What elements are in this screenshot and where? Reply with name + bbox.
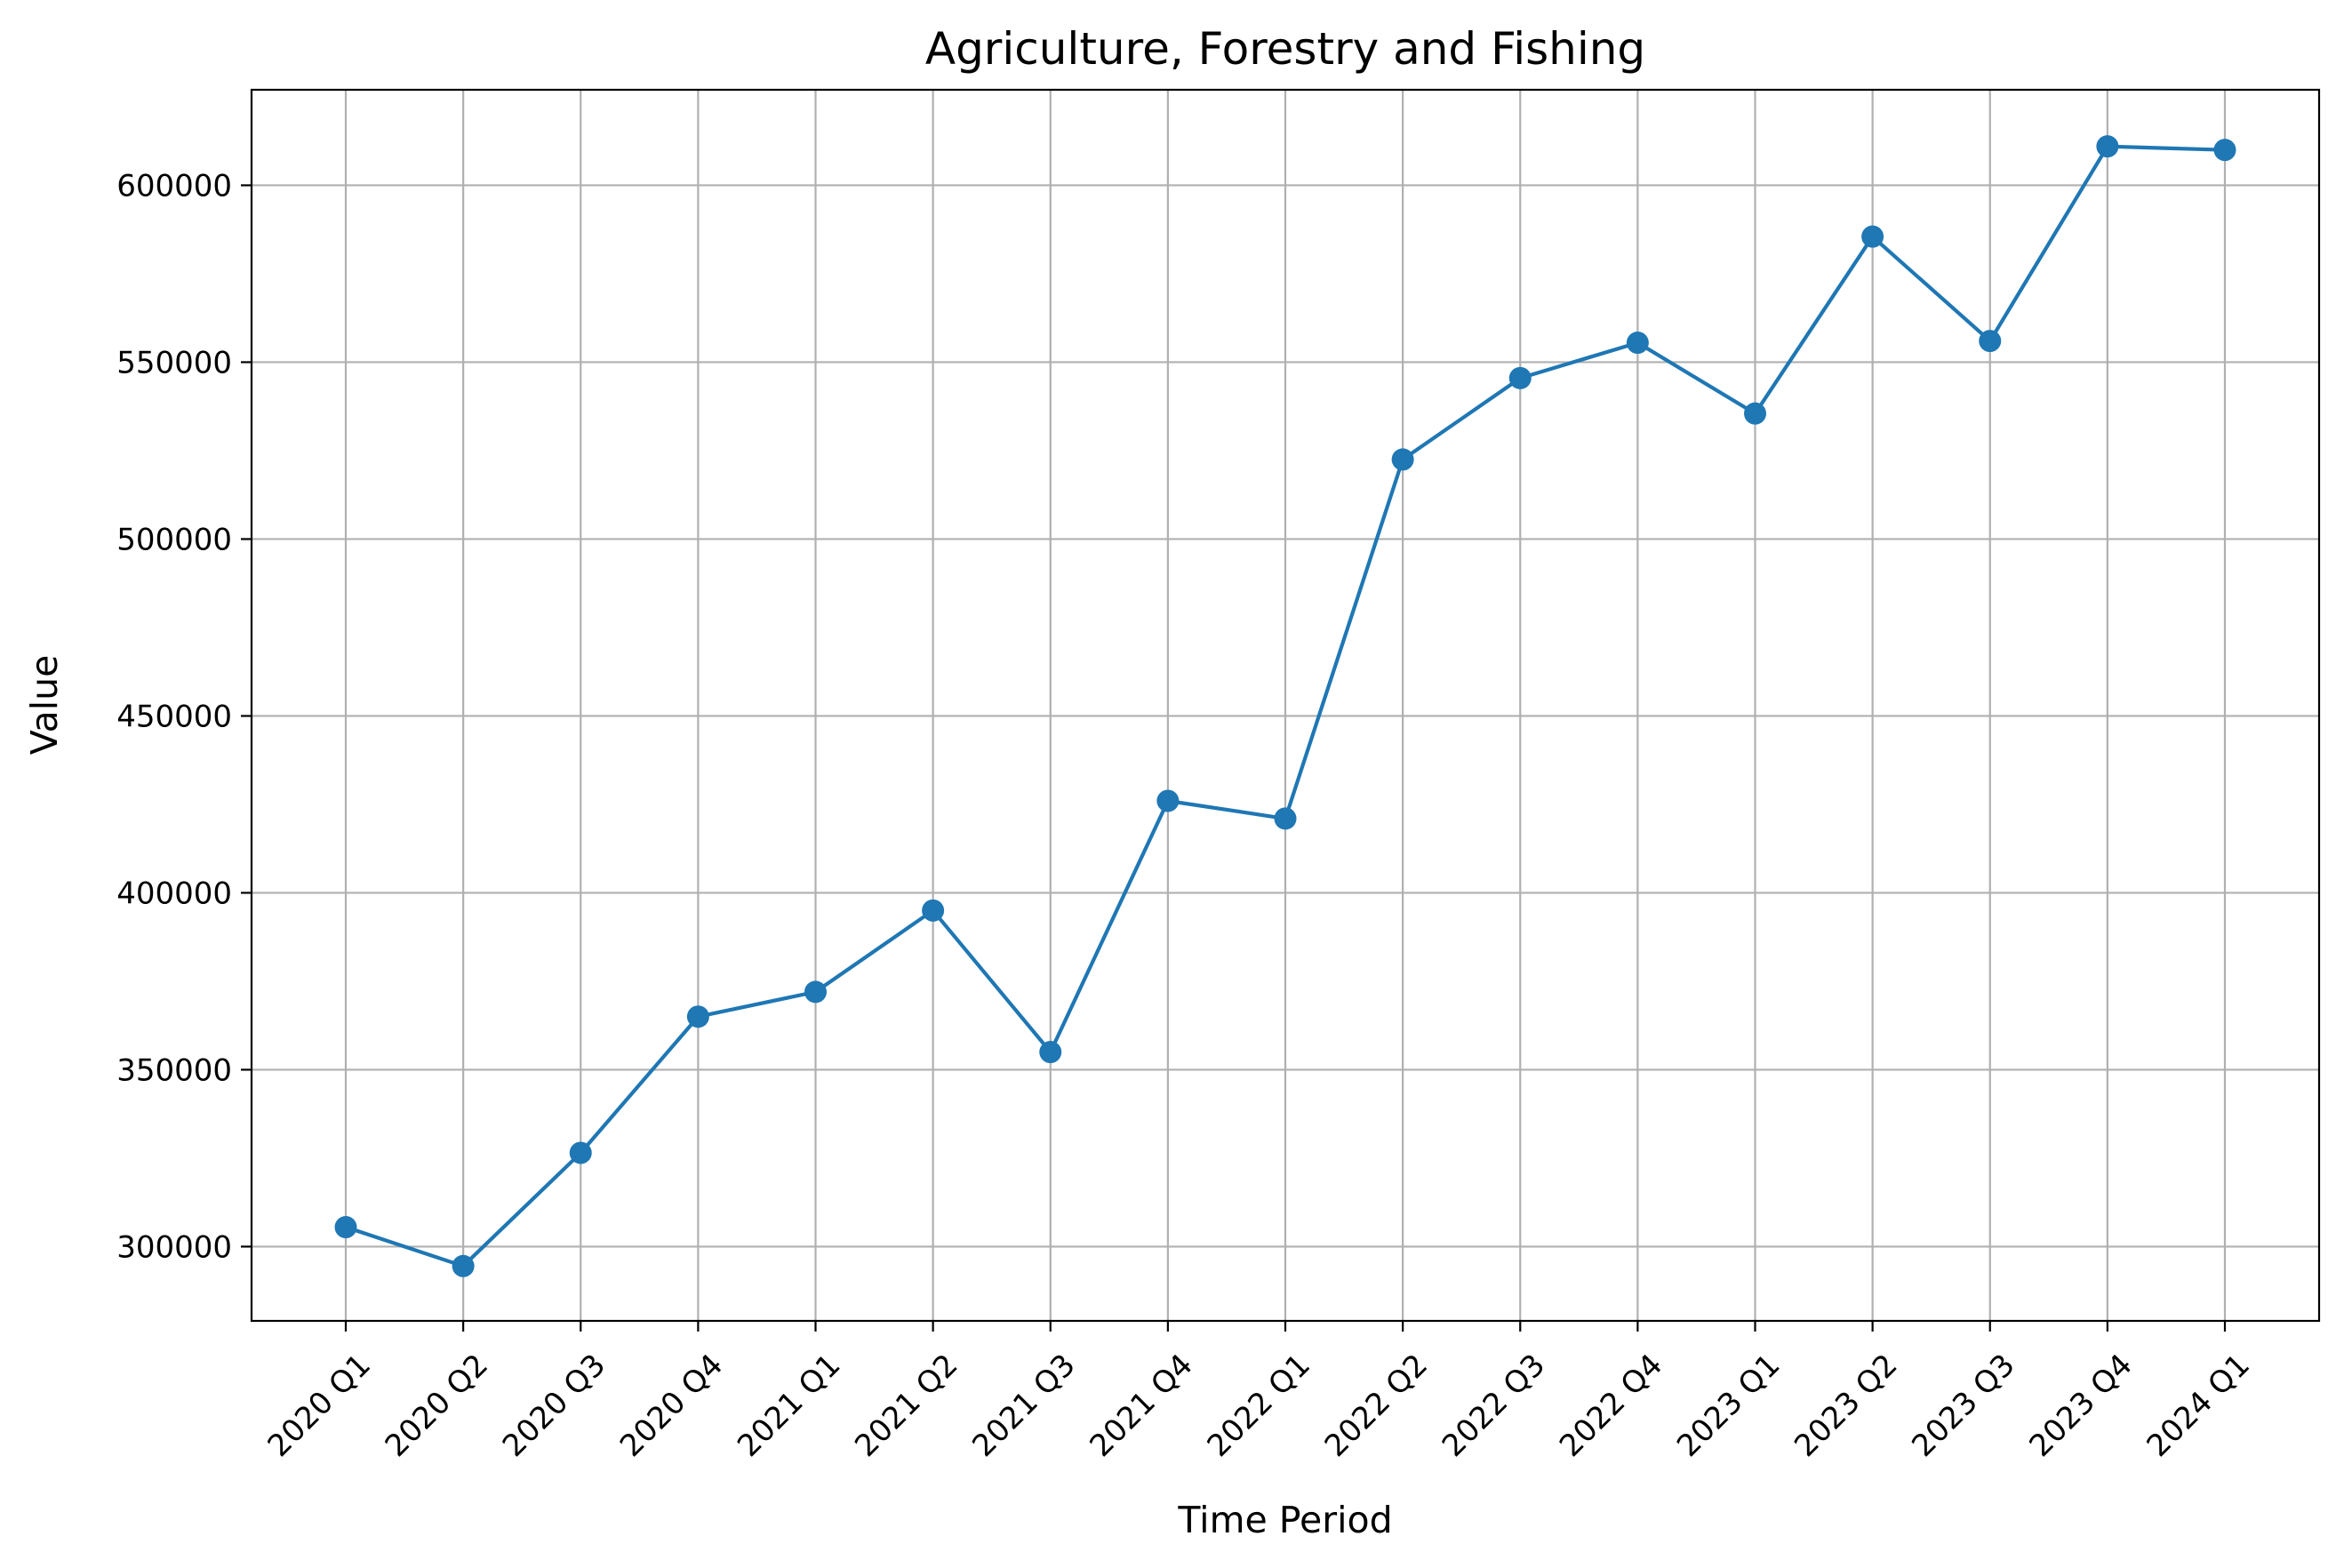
data-point xyxy=(452,1254,475,1277)
data-point xyxy=(1861,225,1884,248)
y-tick-label: 400000 xyxy=(116,876,232,911)
data-point xyxy=(569,1141,592,1164)
y-axis-label: Value xyxy=(23,655,66,756)
y-tick-label: 500000 xyxy=(116,522,232,557)
y-tick-label: 350000 xyxy=(116,1052,232,1088)
data-point xyxy=(1274,807,1297,830)
series-layer xyxy=(334,135,2236,1277)
x-axis-label: Time Period xyxy=(1177,1499,1392,1541)
data-point xyxy=(1626,332,1649,355)
data-point xyxy=(2213,139,2236,162)
y-tick-label: 300000 xyxy=(116,1229,232,1265)
data-point xyxy=(1391,448,1414,471)
data-point xyxy=(1508,366,1532,389)
data-point xyxy=(334,1216,357,1239)
data-point xyxy=(804,980,827,1004)
chart-title: Agriculture, Forestry and Fishing xyxy=(925,23,1645,75)
y-axis-ticks: 300000 350000 400000 450000 500000 550000 6000… xyxy=(116,168,252,1265)
x-gridlines xyxy=(344,90,2227,1321)
data-point xyxy=(686,1005,709,1028)
data-point xyxy=(2096,135,2119,158)
y-tick-label: 600000 xyxy=(116,168,232,204)
data-point xyxy=(1156,789,1180,812)
data-point xyxy=(1979,330,2002,353)
y-tick-label: 550000 xyxy=(116,345,232,380)
y-tick-label: 450000 xyxy=(116,699,232,734)
data-point xyxy=(1039,1041,1062,1064)
data-point xyxy=(922,899,945,922)
data-point xyxy=(1744,402,1766,425)
